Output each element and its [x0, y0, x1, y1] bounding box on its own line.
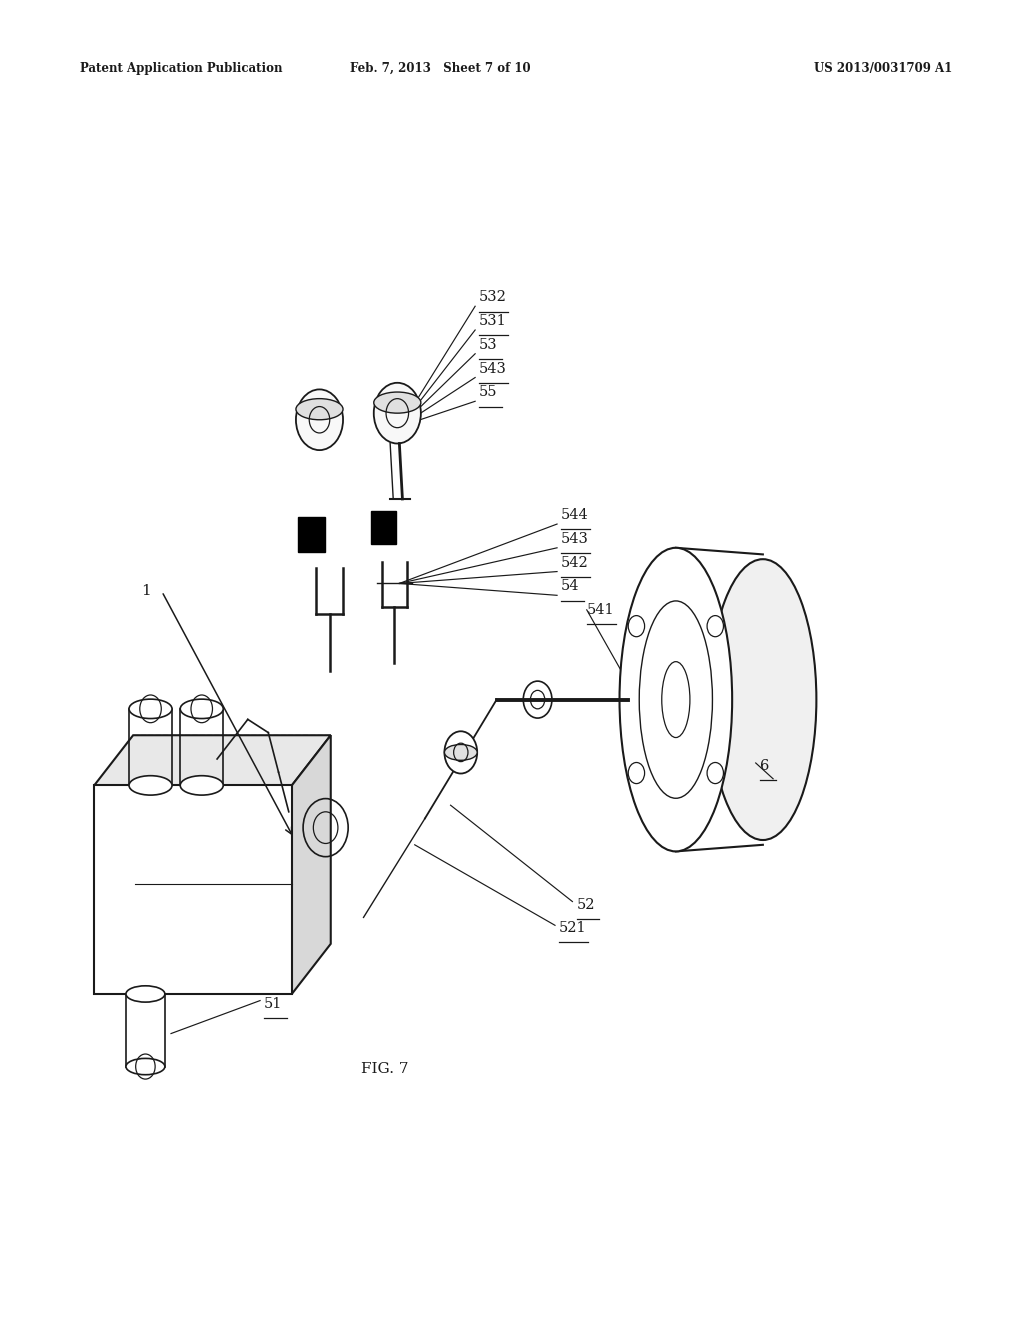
- Bar: [371, 511, 396, 544]
- Text: 542: 542: [561, 556, 589, 570]
- Ellipse shape: [296, 399, 343, 420]
- Polygon shape: [292, 735, 331, 994]
- Ellipse shape: [180, 776, 223, 795]
- Ellipse shape: [129, 776, 172, 795]
- Ellipse shape: [126, 1059, 165, 1074]
- Text: 543: 543: [479, 362, 507, 376]
- Text: 521: 521: [559, 921, 587, 936]
- Text: Feb. 7, 2013   Sheet 7 of 10: Feb. 7, 2013 Sheet 7 of 10: [350, 62, 530, 75]
- Ellipse shape: [129, 700, 172, 718]
- Text: 55: 55: [479, 385, 498, 400]
- Text: 53: 53: [479, 338, 498, 352]
- Text: 532: 532: [479, 290, 507, 305]
- Ellipse shape: [180, 700, 223, 718]
- Ellipse shape: [620, 548, 732, 851]
- Text: 543: 543: [561, 532, 589, 546]
- Text: 52: 52: [577, 898, 595, 912]
- Text: FIG. 7: FIG. 7: [361, 1063, 409, 1076]
- Polygon shape: [94, 785, 292, 994]
- Text: 51: 51: [264, 997, 283, 1011]
- Text: Patent Application Publication: Patent Application Publication: [80, 62, 283, 75]
- Circle shape: [444, 731, 477, 774]
- Ellipse shape: [444, 744, 477, 760]
- Text: 531: 531: [479, 314, 507, 329]
- Text: 544: 544: [561, 508, 589, 523]
- Text: 54: 54: [561, 579, 580, 594]
- Ellipse shape: [710, 560, 816, 840]
- Circle shape: [374, 383, 421, 444]
- Text: 6: 6: [760, 759, 769, 774]
- Ellipse shape: [374, 392, 421, 413]
- Bar: [298, 517, 325, 552]
- Text: 1: 1: [141, 585, 152, 598]
- Circle shape: [296, 389, 343, 450]
- Polygon shape: [94, 735, 331, 785]
- Ellipse shape: [126, 986, 165, 1002]
- Text: US 2013/0031709 A1: US 2013/0031709 A1: [814, 62, 952, 75]
- Text: 541: 541: [587, 603, 614, 618]
